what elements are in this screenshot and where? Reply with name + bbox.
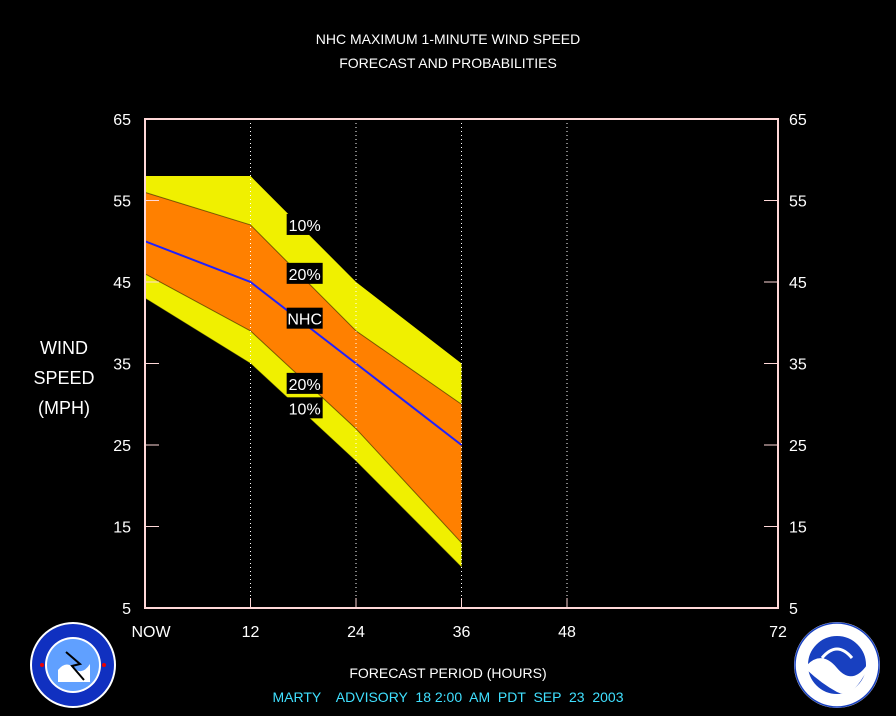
band-label-box	[286, 262, 323, 284]
y-tick-label-left-25: 25	[113, 438, 131, 455]
x-tick-label-36: 36	[453, 624, 471, 641]
y-tick-label-right-65: 65	[789, 112, 807, 129]
advisory-line: MARTY ADVISORY 18 2:00 AM PDT SEP 23 200…	[272, 689, 624, 705]
band-label-text: 20%	[289, 377, 321, 394]
band-label-0: 10%	[286, 213, 323, 235]
x-tick-label-48: 48	[558, 624, 576, 641]
noaa-logo	[794, 622, 880, 708]
y-tick-label-right-15: 15	[789, 520, 807, 537]
y-tick-label-left-15: 15	[113, 520, 131, 537]
y-tick-label-right-5: 5	[789, 601, 798, 618]
x-axis-label: FORECAST PERIOD (HOURS)	[349, 665, 547, 681]
x-tick-label-0: NOW	[131, 624, 171, 641]
band-label-2: NHC	[286, 307, 323, 329]
band-label-3: 20%	[286, 372, 323, 394]
vertical-gridlines	[250, 119, 568, 608]
band-labels: 10% 20% NHC 20% 10%	[286, 213, 323, 419]
x-tick-label-12: 12	[242, 624, 260, 641]
band-label-box	[286, 397, 323, 419]
y-axis-label-line-2: SPEED	[33, 368, 95, 388]
band-label-text: 10%	[289, 401, 321, 418]
chart-subtitle: FORECAST AND PROBABILITIES	[339, 55, 557, 71]
y-tick-label-right-55: 55	[789, 194, 807, 211]
band-label-box	[286, 307, 323, 329]
y-tick-label-left-35: 35	[113, 357, 131, 374]
y-tick-label-left-45: 45	[113, 275, 131, 292]
band-label-text: NHC	[287, 312, 322, 329]
band-label-box	[286, 372, 323, 394]
y-axis-label-line-1: WIND	[40, 338, 88, 358]
band-20-percent	[145, 192, 462, 543]
y-tick-label-right-35: 35	[789, 357, 807, 374]
band-label-text: 20%	[289, 267, 321, 284]
y-tick-label-left-5: 5	[122, 601, 131, 618]
y-tick-label-right-25: 25	[789, 438, 807, 455]
band-label-box	[286, 213, 323, 235]
x-tick-label-24: 24	[347, 624, 365, 641]
chart-title: NHC MAXIMUM 1-MINUTE WIND SPEED	[315, 31, 581, 47]
band-label-text: 10%	[289, 218, 321, 235]
y-axis-label-line-3: (MPH)	[38, 398, 90, 418]
nws-logo	[30, 622, 116, 708]
band-label-1: 20%	[286, 262, 323, 284]
band-label-4: 10%	[286, 397, 323, 419]
x-tick-label-72: 72	[769, 624, 787, 641]
y-tick-label-left-55: 55	[113, 194, 131, 211]
y-tick-label-right-45: 45	[789, 275, 807, 292]
y-tick-label-left-65: 65	[113, 112, 131, 129]
